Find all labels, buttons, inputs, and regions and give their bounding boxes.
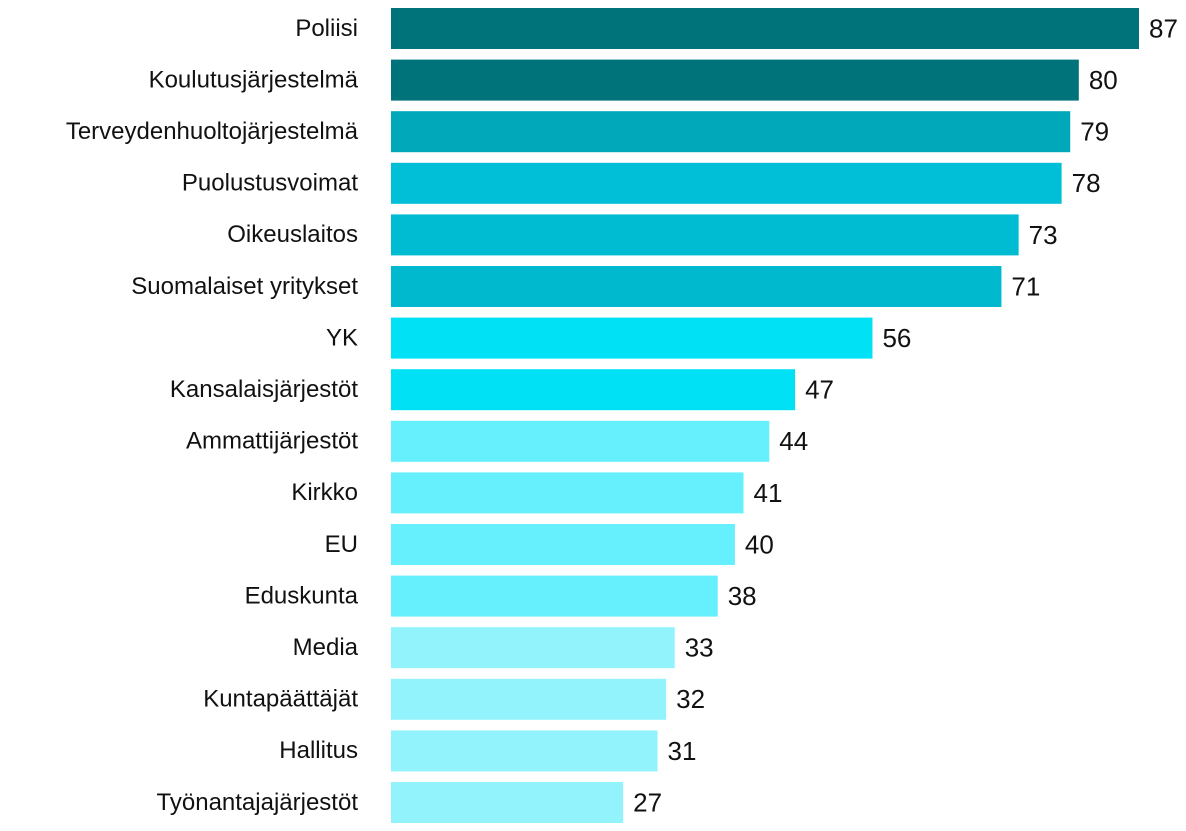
value-label: 47 [805,375,834,405]
value-label: 33 [685,633,714,663]
value-label: 87 [1149,13,1178,43]
bar [391,214,1019,256]
category-label: Koulutusjärjestelmä [149,66,359,93]
category-label: YK [326,324,358,351]
bar [391,317,873,359]
category-label: Eduskunta [245,582,359,609]
bar [391,111,1071,153]
bar [391,266,1002,307]
category-label: Kirkko [291,479,358,506]
category-label: Työnantajajärjestöt [157,789,359,816]
value-label: 79 [1080,117,1109,147]
category-label: Hallitus [279,737,358,764]
bar [391,59,1079,101]
category-label: Kuntapäättäjät [203,686,358,713]
value-label: 73 [1029,220,1058,250]
category-label: Suomalaiset yritykset [131,273,358,300]
value-label: 41 [754,478,783,508]
bar [391,782,624,823]
category-label: Poliisi [295,15,358,42]
category-label: Ammattijärjestöt [186,428,358,455]
value-label: 38 [728,581,757,611]
category-label: Terveydenhuoltojärjestelmä [66,118,359,145]
value-label: 44 [779,426,808,456]
bar [391,575,718,617]
value-label: 56 [882,323,911,353]
category-label: Puolustusvoimat [182,170,358,197]
bar [391,678,667,720]
bar [391,524,735,565]
bar [391,420,770,462]
value-label: 71 [1011,271,1040,301]
value-label: 40 [745,529,774,559]
bar [391,369,796,411]
value-label: 32 [676,684,705,714]
category-label: Oikeuslaitos [227,221,358,248]
bar [391,730,658,772]
category-label: EU [325,531,358,558]
value-label: 27 [633,787,662,817]
category-label: Kansalaisjärjestöt [170,376,358,403]
bar [391,162,1062,204]
bar [391,627,675,669]
value-label: 80 [1089,65,1118,95]
bar [391,8,1139,49]
value-label: 31 [668,736,697,766]
value-label: 78 [1072,168,1101,198]
category-label: Media [293,634,359,661]
bar [391,472,744,514]
